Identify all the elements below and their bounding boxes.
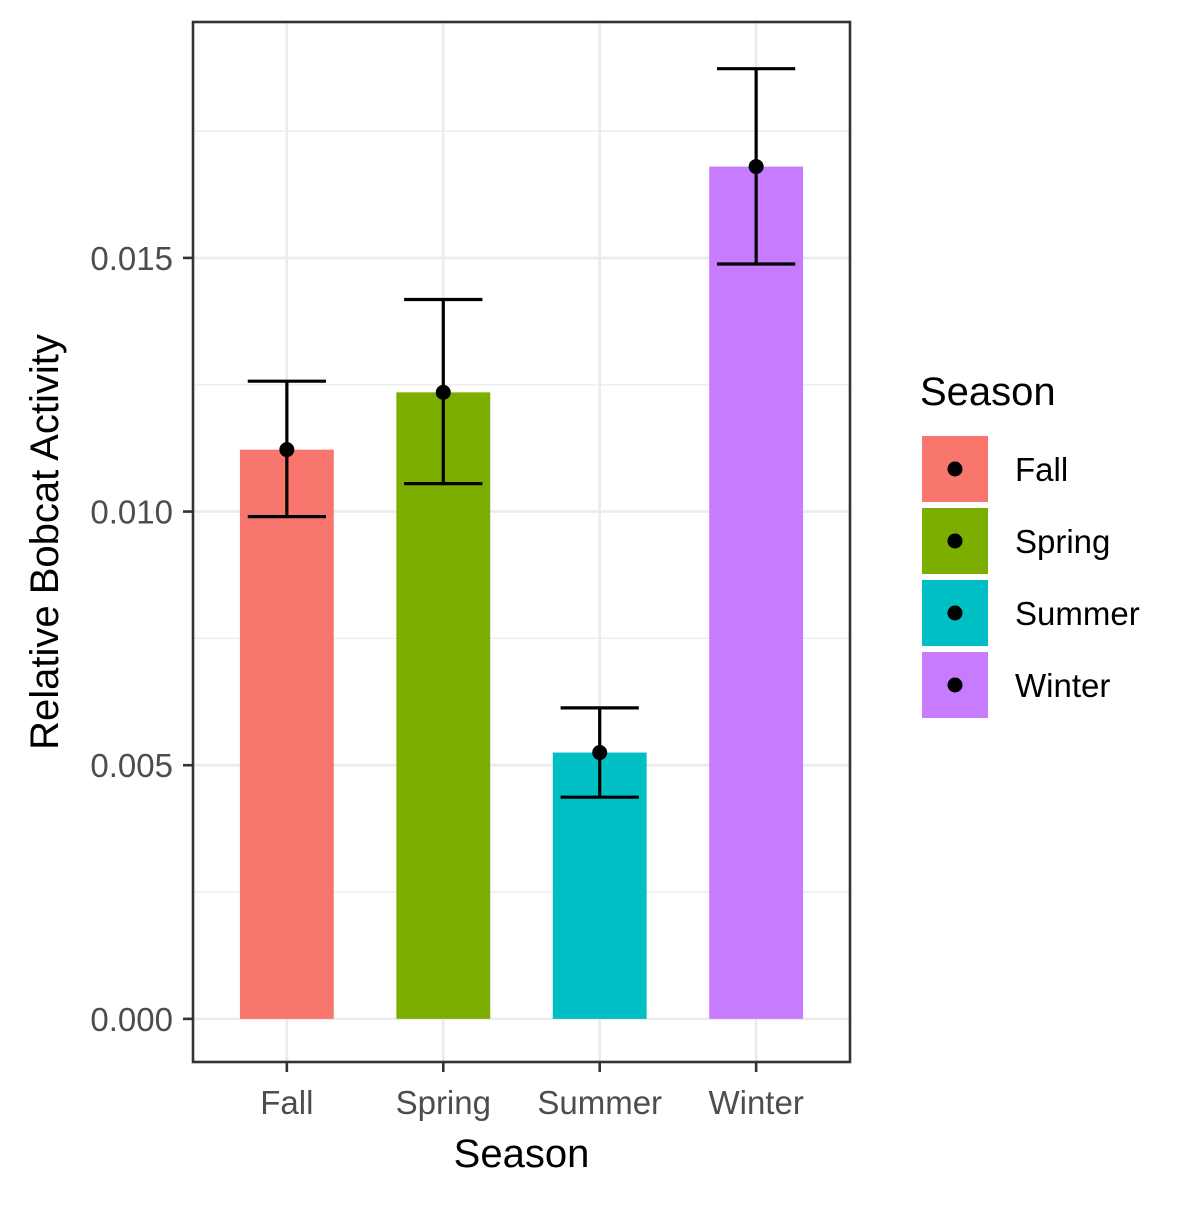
legend-label: Fall	[1015, 451, 1068, 488]
legend-key-point	[947, 677, 963, 693]
legend-items: Fall Spring Summer Winter	[922, 436, 1140, 718]
x-tick-label: Summer	[537, 1084, 662, 1121]
y-tick-label: 0.005	[90, 747, 173, 784]
mean-point-summer	[592, 745, 608, 761]
mean-point-winter	[748, 159, 764, 175]
legend-title: Season	[920, 370, 1056, 414]
x-tick-label: Spring	[396, 1084, 491, 1121]
legend-key-point	[947, 461, 963, 477]
x-tick-label: Winter	[708, 1084, 803, 1121]
legend-key-point	[947, 533, 963, 549]
legend-item-fall: Fall	[922, 436, 1068, 502]
y-tick-label: 0.000	[90, 1001, 173, 1038]
legend-label: Spring	[1015, 523, 1110, 560]
legend-label: Winter	[1015, 667, 1110, 704]
mean-point-spring	[435, 384, 451, 400]
mean-point-fall	[279, 442, 295, 458]
legend-item-summer: Summer	[922, 580, 1140, 646]
panel-border	[191, 20, 852, 1064]
y-axis-title: Relative Bobcat Activity	[23, 334, 67, 750]
legend: Season Fall Spring Summer Winter	[920, 370, 1140, 718]
x-tick-label: Fall	[260, 1084, 313, 1121]
bars	[239, 166, 804, 1019]
legend-key-point	[947, 605, 963, 621]
legend-label: Summer	[1015, 595, 1140, 632]
x-axis-title: Season	[454, 1132, 590, 1176]
axes: 0.000 0.005 0.010 0.015 Fall Spring Summer Wint…	[90, 240, 803, 1121]
mean-points	[279, 159, 764, 761]
bar-spring	[396, 392, 491, 1019]
y-tick-label: 0.015	[90, 240, 173, 277]
bar-fall	[239, 449, 334, 1019]
y-tick-label: 0.010	[90, 494, 173, 531]
legend-item-spring: Spring	[922, 508, 1110, 574]
bar-winter	[709, 166, 804, 1019]
legend-item-winter: Winter	[922, 652, 1110, 718]
